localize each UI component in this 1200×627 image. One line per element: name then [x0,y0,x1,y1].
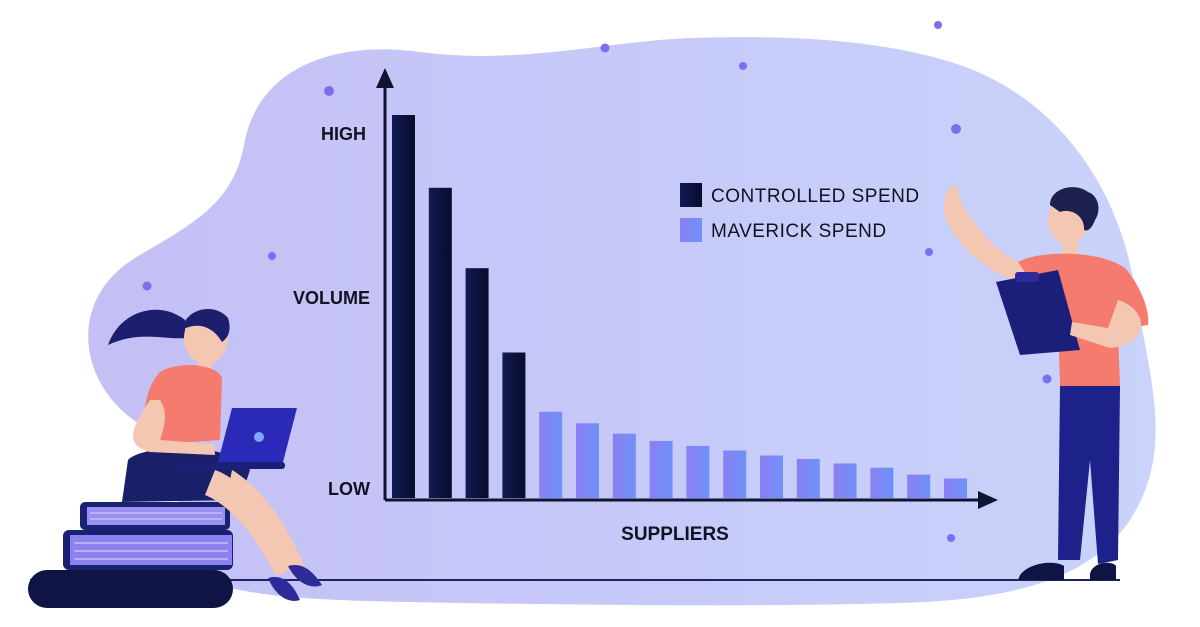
y-tick-label-low: LOW [328,479,370,499]
y-tick-label-high: HIGH [321,124,366,144]
decorative-dots [142,21,1052,542]
maverick-spend-bar-5 [539,411,563,498]
decorative-dot [1042,374,1052,384]
decorative-dot [268,252,276,260]
maverick-spend-bar-14 [870,467,894,498]
decorative-dot [739,62,747,70]
x-axis-arrow [978,491,998,509]
background-blob [88,37,1156,606]
maverick-spend-bar-8 [649,440,673,498]
maverick-spend-bar-11 [760,455,783,498]
maverick-spend-bar-9 [686,445,710,498]
maverick-spend-bar-6 [576,423,599,498]
controlled-spend-bar-1 [392,115,415,498]
book-stack-icon [28,502,233,608]
controlled-spend-bar-4 [502,352,526,498]
legend: CONTROLLED SPEND MAVERICK SPEND [680,183,920,242]
controlled-spend-bar-3 [465,268,489,498]
decorative-dot [925,248,933,256]
maverick-spend-bar-13 [833,463,857,498]
man-with-clipboard-illustration [944,185,1149,580]
maverick-spend-bar-7 [612,433,636,498]
x-axis-label: SUPPLIERS [621,524,729,545]
legend-swatch-controlled [680,183,702,207]
decorative-dot [142,281,152,291]
maverick-spend-bar-10 [723,450,747,498]
maverick-spend-bar-12 [796,458,820,498]
woman-with-laptop-illustration [108,308,322,601]
legend-swatch-maverick [680,218,702,242]
y-axis-label: VOLUME [293,288,370,308]
maverick-spend-bar-15 [907,474,931,498]
decorative-dot [600,43,610,53]
legend-label-maverick: MAVERICK SPEND [711,221,887,242]
y-axis-arrow [376,68,394,88]
maverick-spend-bar-16 [944,478,967,498]
controlled-spend-bar-2 [428,187,452,499]
decorative-dot [951,124,961,134]
decorative-dot [947,534,955,542]
decorative-dot [934,21,942,29]
bars-group [392,115,967,499]
decorative-dot [324,86,334,96]
legend-label-controlled: CONTROLLED SPEND [711,186,920,207]
chart-axes [376,68,998,509]
